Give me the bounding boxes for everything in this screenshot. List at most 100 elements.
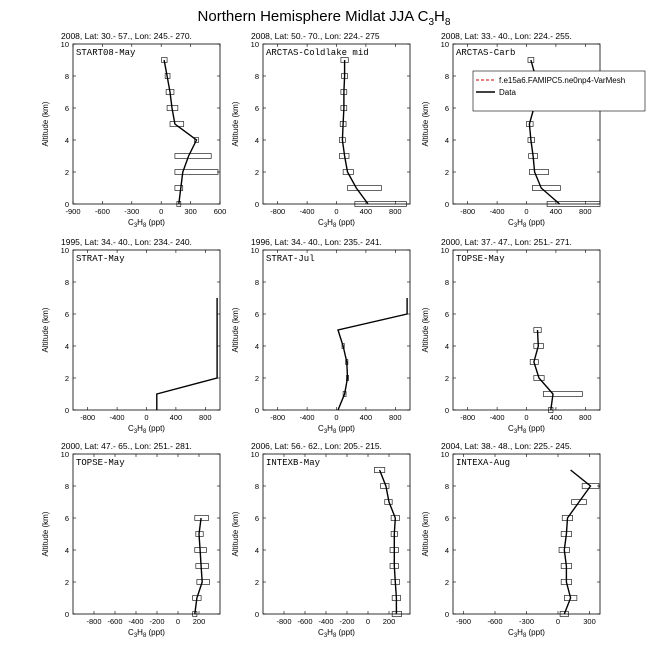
x-tick-label: 0	[366, 617, 370, 626]
range-box	[532, 185, 561, 191]
x-tick-label: 0	[144, 413, 148, 422]
range-box	[174, 169, 219, 175]
y-tick-label: 2	[65, 578, 69, 587]
chart-panel-7: 2000, Lat: 47.- 65., Lon: 251.- 281. -800…	[41, 441, 221, 639]
y-tick-label: 2	[445, 168, 449, 177]
panel-header: 2000, Lat: 37.- 47., Lon: 251.- 271.	[441, 237, 572, 247]
y-tick-label: 10	[441, 450, 449, 459]
x-tick-label: -600	[297, 617, 312, 626]
plot-frame	[262, 43, 411, 205]
chart-panel-2: 2008, Lat: 50.- 70., Lon: 224.- 275 -800 -…	[231, 31, 411, 229]
y-tick-label: 10	[61, 450, 69, 459]
x-axis-label: C3H8 (ppt)	[128, 424, 165, 435]
range-box	[373, 467, 386, 473]
x-tick-label: -200	[149, 617, 164, 626]
x-tick-label: 200	[383, 617, 396, 626]
range-box	[347, 185, 382, 191]
figure-title-text: Northern Hemisphere Midlat JJA C	[197, 8, 429, 25]
y-axis-label: Altitude (km)	[231, 101, 240, 146]
plot-frame	[72, 43, 221, 205]
data-line	[533, 329, 554, 411]
y-tick-label: 8	[65, 482, 69, 491]
x-axis-label: C3H8 (ppt)	[128, 218, 165, 229]
chart-panel-3: 2008, Lat: 33.- 40., Lon: 224.- 255. -800…	[421, 31, 646, 229]
y-axis-label: Altitude (km)	[41, 307, 50, 352]
data-line	[337, 298, 408, 411]
x-tick-label: 200	[193, 617, 206, 626]
y-tick-label: 4	[445, 342, 449, 351]
x-axis-label: C3H8 (ppt)	[128, 628, 165, 639]
x-tick-label: -400	[300, 207, 315, 216]
panel-header: 1995, Lat: 34.- 40., Lon: 234.- 240.	[61, 237, 192, 247]
range-box	[194, 137, 199, 143]
x-tick-label: 800	[579, 413, 592, 422]
range-box	[571, 499, 587, 505]
panel-header: 2004, Lat: 38.- 48., Lon: 225.- 245.	[441, 441, 572, 451]
range-box	[169, 121, 185, 127]
figure-title-h: H	[434, 8, 445, 25]
legend-data-label: Data	[499, 88, 516, 97]
range-box	[354, 201, 407, 207]
y-tick-label: 10	[441, 246, 449, 255]
x-tick-label: -400	[128, 617, 143, 626]
panel-header: 2008, Lat: 30.- 57., Lon: 245.- 270.	[61, 31, 192, 41]
y-tick-label: 10	[251, 246, 259, 255]
legend-model-label: f.e15a6.FAMIPC5.ne0np4-VarMesh	[499, 76, 625, 85]
y-tick-label: 0	[65, 610, 69, 619]
plot-frame	[262, 453, 411, 615]
plot-frame	[452, 249, 601, 411]
y-tick-label: 10	[61, 40, 69, 49]
x-tick-label: 600	[214, 207, 227, 216]
panel-header: 1996, Lat: 34.- 40., Lon: 235.- 241.	[251, 237, 382, 247]
panel-header: 2006, Lat: 56.- 62., Lon: 205.- 215.	[251, 441, 382, 451]
y-tick-label: 8	[255, 72, 259, 81]
data-line	[378, 469, 398, 614]
panel-label: TOPSE-May	[456, 254, 505, 264]
y-tick-label: 6	[65, 104, 69, 113]
y-tick-label: 10	[61, 246, 69, 255]
y-tick-label: 10	[251, 450, 259, 459]
y-tick-label: 6	[65, 514, 69, 523]
y-tick-label: 4	[445, 546, 449, 555]
range-box	[546, 201, 601, 207]
chart-panel-9: 2004, Lat: 38.- 48., Lon: 225.- 245. -900…	[421, 441, 601, 639]
x-tick-label: 300	[583, 617, 596, 626]
y-tick-label: 8	[65, 72, 69, 81]
y-tick-label: 4	[65, 342, 69, 351]
range-box	[543, 391, 583, 397]
x-tick-label: -800	[80, 413, 95, 422]
range-box	[194, 515, 209, 521]
legend-box	[472, 70, 646, 112]
x-tick-label: -300	[124, 207, 139, 216]
plot-frame	[72, 453, 221, 615]
y-tick-label: 8	[445, 482, 449, 491]
x-tick-label: -400	[110, 413, 125, 422]
figure-title-sub-8: 8	[444, 17, 451, 28]
x-axis-label: C3H8 (ppt)	[508, 218, 545, 229]
chart-panel-6: 2000, Lat: 37.- 47., Lon: 251.- 271. -800…	[421, 237, 601, 435]
range-box	[174, 185, 184, 191]
figure-title-sub-3: 3	[428, 17, 435, 28]
range-box	[533, 375, 545, 381]
y-axis-label: Altitude (km)	[41, 101, 50, 146]
plot-frame	[452, 453, 601, 615]
x-tick-label: 400	[360, 207, 373, 216]
y-axis-label: Altitude (km)	[421, 307, 430, 352]
panel-label: STRAT-Jul	[266, 254, 315, 264]
data-line	[341, 60, 369, 205]
panel-label: INTEXA-Aug	[456, 458, 510, 468]
y-tick-label: 6	[255, 514, 259, 523]
x-tick-label: -600	[107, 617, 122, 626]
x-tick-label: -800	[460, 413, 475, 422]
panel-label: STRAT-May	[76, 254, 125, 264]
y-tick-label: 0	[65, 406, 69, 415]
chart-panel-1: 2008, Lat: 30.- 57., Lon: 245.- 270. -900…	[41, 31, 226, 229]
x-tick-label: -200	[339, 617, 354, 626]
x-tick-label: 0	[334, 413, 338, 422]
x-tick-label: 0	[334, 207, 338, 216]
y-tick-label: 4	[255, 342, 259, 351]
panel-label: INTEXB-May	[266, 458, 321, 468]
y-tick-label: 6	[445, 514, 449, 523]
panel-label: ARCTAS-Coldlake mid	[266, 48, 369, 58]
x-tick-label: 300	[184, 207, 197, 216]
